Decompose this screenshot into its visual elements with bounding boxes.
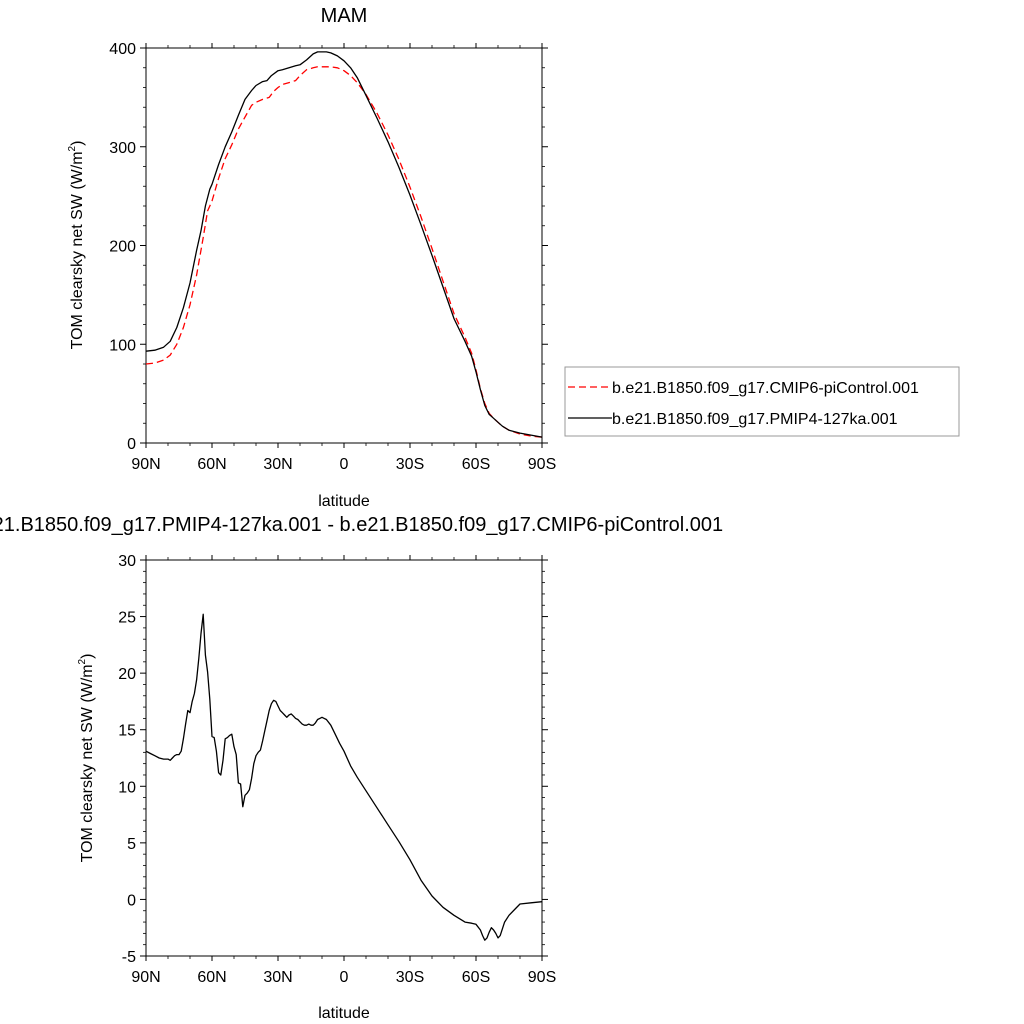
- top-y-label-sup: 2: [67, 145, 78, 151]
- bottom-x-tick-label: 30N: [263, 969, 292, 986]
- top-y-axis-label: TOM clearsky net SW (W/m2): [67, 141, 86, 350]
- bottom-y-axis-label: TOM clearsky net SW (W/m2): [77, 654, 96, 863]
- bottom-chart-title: b.e21.B1850.f09_g17.PMIP4-127ka.001 - b.…: [0, 514, 723, 536]
- top-plot-frame: [145, 47, 543, 444]
- bottom-y-tick-label: -5: [122, 949, 136, 966]
- bottom-plot-frame: [145, 559, 543, 957]
- top-x-tick-label: 0: [340, 456, 349, 473]
- bottom-x-tick-label: 90S: [528, 969, 556, 986]
- top-x-tick-label: 90S: [528, 456, 556, 473]
- legend-label-picontrol: b.e21.B1850.f09_g17.CMIP6-piControl.001: [612, 380, 919, 397]
- bottom-y-tick-label: 10: [118, 779, 136, 796]
- top-y-tick-label: 400: [109, 41, 136, 58]
- top-x-tick-label: 60S: [462, 456, 490, 473]
- bottom-y-tick-label: 0: [127, 892, 136, 909]
- top-chart-title: MAM: [321, 5, 368, 27]
- top-y-tick-label: 200: [109, 239, 136, 256]
- bottom-x-tick-label: 60N: [197, 969, 226, 986]
- top-y-label-text: TOM clearsky net SW (W/m: [69, 151, 86, 349]
- bottom-y-label-sup: 2: [77, 658, 88, 664]
- top-series-line-0: [145, 66, 543, 438]
- bottom-x-tick-label: 30S: [396, 969, 424, 986]
- bottom-series-line-0: [145, 613, 543, 941]
- top-x-tick-label: 60N: [197, 456, 226, 473]
- top-series-line-1: [145, 51, 543, 438]
- top-y-tick-label: 300: [109, 140, 136, 157]
- bottom-y-tick-label: 5: [127, 836, 136, 853]
- legend: b.e21.B1850.f09_g17.CMIP6-piControl.001 …: [564, 366, 960, 437]
- legend-label-127ka: b.e21.B1850.f09_g17.PMIP4-127ka.001: [612, 411, 898, 428]
- bottom-y-tick-label: 15: [118, 723, 136, 740]
- bottom-y-tick-label: 30: [118, 553, 136, 570]
- bottom-y-tick-label: 25: [118, 610, 136, 627]
- top-y-tick-label: 100: [109, 337, 136, 354]
- top-x-axis-label: latitude: [318, 493, 370, 510]
- bottom-y-label-text: TOM clearsky net SW (W/m: [79, 664, 96, 862]
- top-x-tick-label: 30S: [396, 456, 424, 473]
- bottom-plot-area: 90N 60N 30N 0 30S 60S 90S -5 0 5 10 15 20 25 30: [118, 553, 556, 986]
- bottom-x-tick-label: 0: [340, 969, 349, 986]
- bottom-x-tick-label: 90N: [131, 969, 160, 986]
- top-x-tick-label: 90N: [131, 456, 160, 473]
- top-y-tick-label: 0: [127, 436, 136, 453]
- bottom-panel: b.e21.B1850.f09_g17.PMIP4-127ka.001 - b.…: [0, 514, 723, 1022]
- legend-box: [564, 366, 960, 437]
- top-x-tick-label: 30N: [263, 456, 292, 473]
- bottom-x-tick-label: 60S: [462, 969, 490, 986]
- bottom-y-label-close: ): [79, 654, 96, 659]
- bottom-y-tick-label: 20: [118, 666, 136, 683]
- top-plot-area: 90N 60N 30N 0 30S 60S 90S 0 100 200 300 400: [109, 41, 556, 473]
- bottom-x-axis-label: latitude: [318, 1005, 370, 1022]
- top-y-label-close: ): [69, 141, 86, 146]
- top-panel: MAM 90N 60N 30N 0 30S 60S 90S 0 100 200 300 400 lat…: [67, 5, 960, 510]
